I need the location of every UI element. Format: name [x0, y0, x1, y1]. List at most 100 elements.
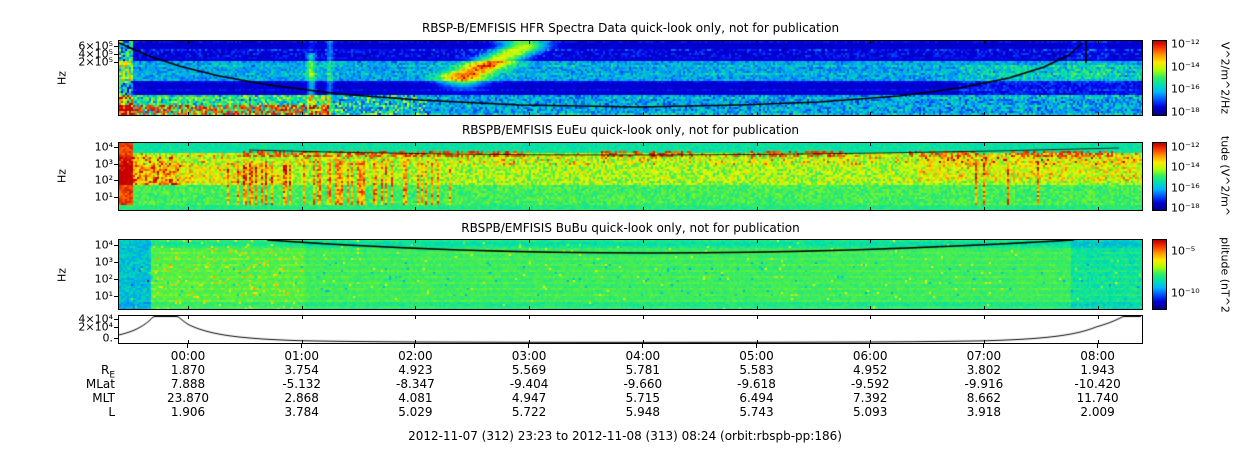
tick-mark [114, 46, 118, 47]
tick-mark [114, 197, 118, 198]
tick-mark [756, 112, 758, 115]
ephemeris-value: 3.784 [284, 405, 319, 419]
bubu-spectrogram-panel [118, 239, 1143, 310]
hfr-spectrogram-canvas [119, 41, 1142, 115]
tick-mark [983, 207, 985, 210]
tick-mark [1097, 207, 1099, 210]
time-axis-label: 02:00 [398, 349, 433, 363]
ephemeris-value: 4.952 [853, 363, 888, 377]
re-label-main: R [100, 363, 110, 377]
tick-mark [188, 316, 189, 319]
tick-mark [114, 180, 118, 181]
tick-mark [415, 340, 417, 343]
tick-mark [301, 41, 303, 44]
tick-mark [114, 279, 118, 280]
tick-mark [187, 344, 188, 348]
tick-mark [529, 316, 531, 319]
eueu-colorbar [1152, 142, 1167, 211]
tick-mark [870, 306, 872, 309]
tick-mark [114, 62, 118, 63]
tick-mark [1097, 340, 1099, 343]
ephemeris-value: 6.494 [739, 391, 774, 405]
eueu-ytick-1e3: 10³ [94, 157, 113, 171]
ephemeris-value: 1.906 [170, 405, 206, 419]
tick-mark [642, 207, 644, 210]
tick-mark [642, 316, 644, 319]
line-ytick-0: 0. [102, 331, 114, 345]
tick-mark [415, 41, 417, 44]
ephemeris-value: -9.404 [509, 377, 549, 391]
hfr-colorbar-tick: 10⁻¹⁸ [1171, 105, 1200, 119]
tick-mark [114, 262, 118, 263]
ephemeris-value: 4.923 [398, 363, 433, 377]
tick-mark [114, 327, 118, 328]
tick-mark [1097, 41, 1099, 44]
tick-mark [756, 207, 758, 210]
tick-mark [641, 344, 643, 348]
tick-mark [188, 207, 189, 210]
ephemeris-value: -10.420 [1074, 377, 1121, 391]
ephemeris-value: 5.722 [511, 405, 547, 419]
tick-mark [983, 143, 985, 146]
hfr-colorbar-label: V^2/m^2/Hz [1218, 41, 1232, 115]
tick-mark [114, 338, 118, 339]
tick-mark [415, 316, 417, 319]
ephemeris-row-label-l: L [108, 405, 115, 419]
tick-mark [415, 112, 417, 115]
ephemeris-value: 5.569 [511, 363, 547, 377]
time-axis-label: 05:00 [739, 349, 774, 363]
tick-mark [529, 143, 531, 146]
magnitude-line-panel [118, 315, 1143, 344]
hfr-colorbar-tick: 10⁻¹⁴ [1171, 60, 1200, 74]
eueu-spectrogram-panel [118, 142, 1143, 211]
bubu-ytick-1e2: 10² [94, 272, 113, 286]
ephemeris-value: 8.662 [966, 391, 1002, 405]
ephemeris-value: 5.948 [625, 405, 660, 419]
tick-mark [870, 41, 872, 44]
time-axis-label: 06:00 [852, 349, 888, 363]
ephemeris-value: 23.870 [167, 391, 209, 405]
tick-mark [188, 41, 189, 44]
tick-mark [188, 143, 189, 146]
tick-mark [756, 316, 758, 319]
ephemeris-value: 5.743 [739, 405, 774, 419]
tick-mark [869, 344, 871, 348]
ephemeris-value: 7.888 [170, 377, 206, 391]
eueu-colorbar-tick: 10⁻¹⁴ [1171, 160, 1200, 174]
bubu-panel-title: RBSPB/EMFISIS BuBu quick-look only, not … [461, 221, 800, 235]
tick-mark [415, 240, 417, 243]
tick-mark [1097, 306, 1099, 309]
tick-mark [870, 112, 872, 115]
tick-mark [756, 306, 758, 309]
ephemeris-value: -9.618 [737, 377, 776, 391]
tick-mark [756, 41, 758, 44]
tick-mark [188, 340, 189, 343]
line-ytick-2e4: 2×10⁴ [78, 320, 113, 334]
tick-mark [870, 207, 872, 210]
tick-mark [642, 340, 644, 343]
tick-mark [983, 240, 985, 243]
ephemeris-value: 5.715 [625, 391, 660, 405]
tick-mark [870, 143, 872, 146]
re-label-subscript: E [109, 370, 115, 381]
tick-mark [188, 112, 189, 115]
bubu-colorbar-label: plitude (nT^2 [1218, 237, 1232, 313]
bubu-colorbar [1152, 239, 1167, 310]
ephemeris-value: 1.943 [1080, 363, 1115, 377]
tick-mark [528, 344, 530, 348]
tick-mark [301, 340, 303, 343]
bubu-ytick-1e3: 10³ [94, 255, 113, 269]
tick-mark [529, 112, 531, 115]
tick-mark [642, 112, 644, 115]
eueu-colorbar-tick: 10⁻¹⁸ [1171, 201, 1200, 215]
ephemeris-value: 2.868 [284, 391, 319, 405]
hfr-panel-title: RBSP-B/EMFISIS HFR Spectra Data quick-lo… [421, 21, 840, 35]
hfr-yaxis-label: Hz [55, 70, 69, 86]
eueu-panel-title: RBSPB/EMFISIS EuEu quick-look only, not … [461, 123, 800, 137]
tick-mark [1097, 143, 1099, 146]
hfr-ytick-2e5: 2×10⁵ [78, 55, 113, 69]
tick-mark [188, 240, 189, 243]
bubu-colorbar-tick: 10⁻¹⁰ [1171, 286, 1200, 300]
tick-mark [983, 340, 985, 343]
